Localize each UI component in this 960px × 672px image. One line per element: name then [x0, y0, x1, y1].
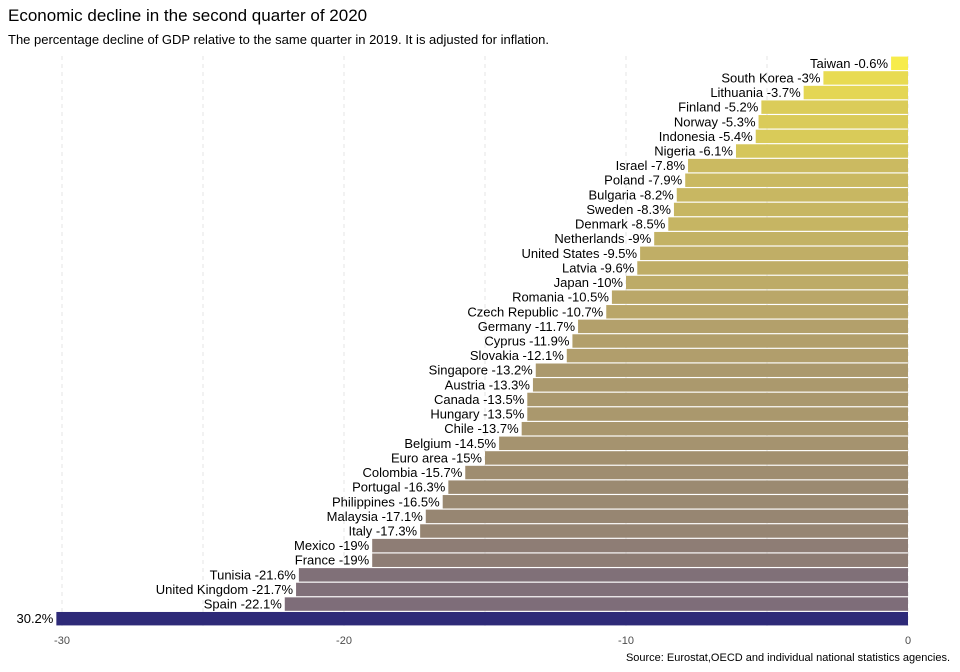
bar-label: Sweden -8.3%	[586, 202, 671, 217]
bar-label: South Korea -3%	[721, 70, 820, 85]
bar	[442, 495, 908, 509]
bar	[284, 597, 908, 611]
bar-label: Latvia -9.6%	[562, 260, 635, 275]
bar-label: Mexico -19%	[294, 538, 370, 553]
chart-subtitle: The percentage decline of GDP relative t…	[8, 32, 550, 47]
bar-label: Israel -7.8%	[616, 158, 686, 173]
bar	[823, 71, 908, 85]
bar-label: Italy -17.3%	[348, 524, 417, 539]
x-axis-ticks: -30 -20 -10 0	[54, 635, 911, 647]
bar-label: Japan -10%	[554, 275, 624, 290]
bar-label: United Kingdom -21.7%	[156, 582, 294, 597]
bar-label: France -19%	[295, 553, 370, 568]
bar-label: Taiwan -0.6%	[810, 56, 888, 71]
bar	[654, 231, 908, 246]
bar-label: Germany -11.7%	[478, 319, 576, 334]
chart-title: Economic decline in the second quarter o…	[8, 6, 368, 25]
bar	[761, 100, 908, 114]
bar-label: Slovakia -12.1%	[470, 348, 564, 363]
bar-label: Bulgaria -8.2%	[588, 187, 674, 202]
bar-label: Czech Republic -10.7%	[467, 304, 603, 319]
bar-label: Belgium -14.5%	[404, 436, 496, 451]
bar	[688, 158, 908, 173]
bar	[56, 611, 909, 626]
bar-label: Nigeria -6.1%	[654, 144, 733, 159]
bar-label: Lithuania -3.7%	[710, 85, 801, 100]
bar-label: Denmark -8.5%	[575, 217, 666, 232]
bar	[535, 363, 908, 377]
bar-label: 30.2%	[16, 611, 53, 626]
bar-label: Cyprus -11.9%	[484, 334, 569, 349]
bar	[448, 480, 908, 494]
bar-label: Austria -13.3%	[445, 377, 531, 392]
bar-label: Tunisia -21.6%	[210, 567, 297, 582]
bar	[532, 378, 908, 392]
bar	[755, 129, 908, 144]
bar-label: Euro area -15%	[391, 450, 482, 465]
bar	[611, 290, 908, 304]
bar	[758, 115, 908, 129]
bar-label: Indonesia -5.4%	[659, 129, 753, 144]
bar-label: United States -9.5%	[521, 246, 637, 261]
bar	[296, 582, 908, 597]
bar-labels: Taiwan -0.6%South Korea -3%Lithuania -3.…	[16, 56, 888, 626]
bar	[803, 85, 908, 100]
bar	[485, 451, 908, 465]
bar	[626, 275, 908, 290]
bar	[676, 188, 908, 202]
bar-label: Singapore -13.2%	[429, 363, 534, 378]
bar-label: Norway -5.3%	[674, 114, 756, 129]
bar	[527, 392, 908, 407]
bar	[499, 436, 908, 451]
bars	[56, 56, 909, 626]
bar-label: Chile -13.7%	[444, 421, 519, 436]
bar-label: Spain -22.1%	[204, 597, 282, 612]
bar-label: Malaysia -17.1%	[327, 509, 424, 524]
bar	[566, 348, 908, 363]
bar	[685, 173, 908, 187]
bar	[420, 524, 908, 538]
x-tick-label: 0	[905, 635, 911, 647]
bar	[372, 538, 908, 553]
bar-label: Netherlands -9%	[554, 231, 651, 246]
x-tick-label: -10	[618, 635, 634, 647]
bar-label: Hungary -13.5%	[430, 407, 524, 422]
bar	[425, 509, 908, 524]
bar	[527, 407, 908, 421]
chart-caption: Source: Eurostat,OECD and individual nat…	[625, 652, 950, 664]
bar-label: Romania -10.5%	[512, 290, 609, 305]
bar-label: Portugal -16.3%	[352, 480, 446, 495]
bar	[298, 568, 908, 582]
bar	[465, 465, 908, 480]
bar	[637, 261, 908, 275]
x-tick-label: -30	[54, 635, 70, 647]
bar	[372, 553, 908, 567]
bar	[521, 421, 908, 436]
bar	[572, 334, 908, 348]
bar-label: Philippines -16.5%	[332, 494, 440, 509]
bar	[891, 56, 908, 71]
bar	[606, 305, 908, 319]
x-tick-label: -20	[336, 635, 352, 647]
bar-label: Colombia -15.7%	[363, 465, 463, 480]
bar	[640, 246, 908, 261]
bar-label: Poland -7.9%	[604, 173, 682, 188]
bar-label: Finland -5.2%	[678, 100, 759, 115]
bar	[673, 202, 908, 217]
bar	[735, 144, 908, 158]
bar-label: Canada -13.5%	[434, 392, 525, 407]
bar	[668, 217, 908, 231]
bar	[578, 319, 908, 334]
